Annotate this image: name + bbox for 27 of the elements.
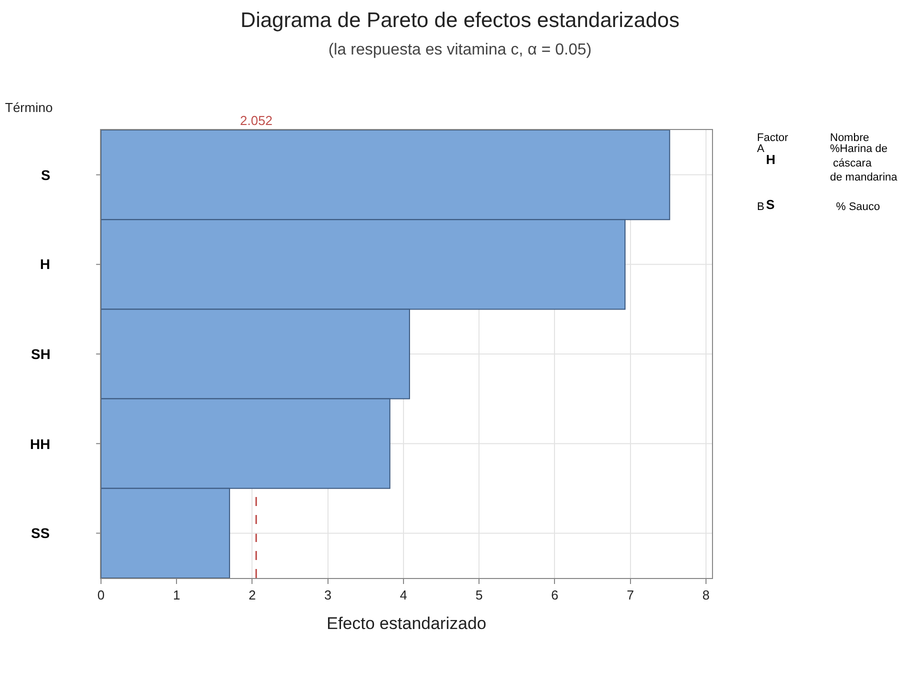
x-tick-label: 7 bbox=[626, 588, 634, 603]
x-tick-label: 0 bbox=[97, 588, 105, 603]
x-axis-title: Efecto estandarizado bbox=[326, 614, 486, 633]
chart-title: Diagrama de Pareto de efectos estandarizados bbox=[240, 9, 680, 32]
text: %Harina de cáscara de mandarina bbox=[830, 143, 898, 184]
y-tick-label: H bbox=[40, 256, 50, 272]
text: Nombre bbox=[830, 132, 870, 144]
ref-line-label: 2.052 bbox=[240, 113, 273, 128]
y-tick-label: SH bbox=[31, 346, 50, 362]
y-tick-label: HH bbox=[30, 436, 50, 452]
x-tick-label: 5 bbox=[475, 588, 483, 603]
x-tick-label: 3 bbox=[324, 588, 332, 603]
x-tick-label: 2 bbox=[248, 588, 256, 603]
text: % Sauco bbox=[836, 201, 880, 213]
x-tick-label: 1 bbox=[173, 588, 180, 603]
y-tick-label: SS bbox=[31, 525, 50, 541]
text: B bbox=[757, 201, 764, 213]
text: Factor bbox=[757, 132, 789, 144]
y-axis-title: Término bbox=[5, 100, 53, 115]
text: S bbox=[766, 197, 775, 212]
text: H bbox=[766, 152, 776, 167]
chart-subtitle: (la respuesta es vitamina c, α = 0.05) bbox=[328, 41, 592, 58]
x-tick-label: 4 bbox=[400, 588, 408, 603]
y-tick-label: S bbox=[41, 167, 50, 183]
x-tick-label: 8 bbox=[702, 588, 710, 603]
x-tick-label: 6 bbox=[551, 588, 558, 603]
text: A bbox=[757, 143, 765, 155]
